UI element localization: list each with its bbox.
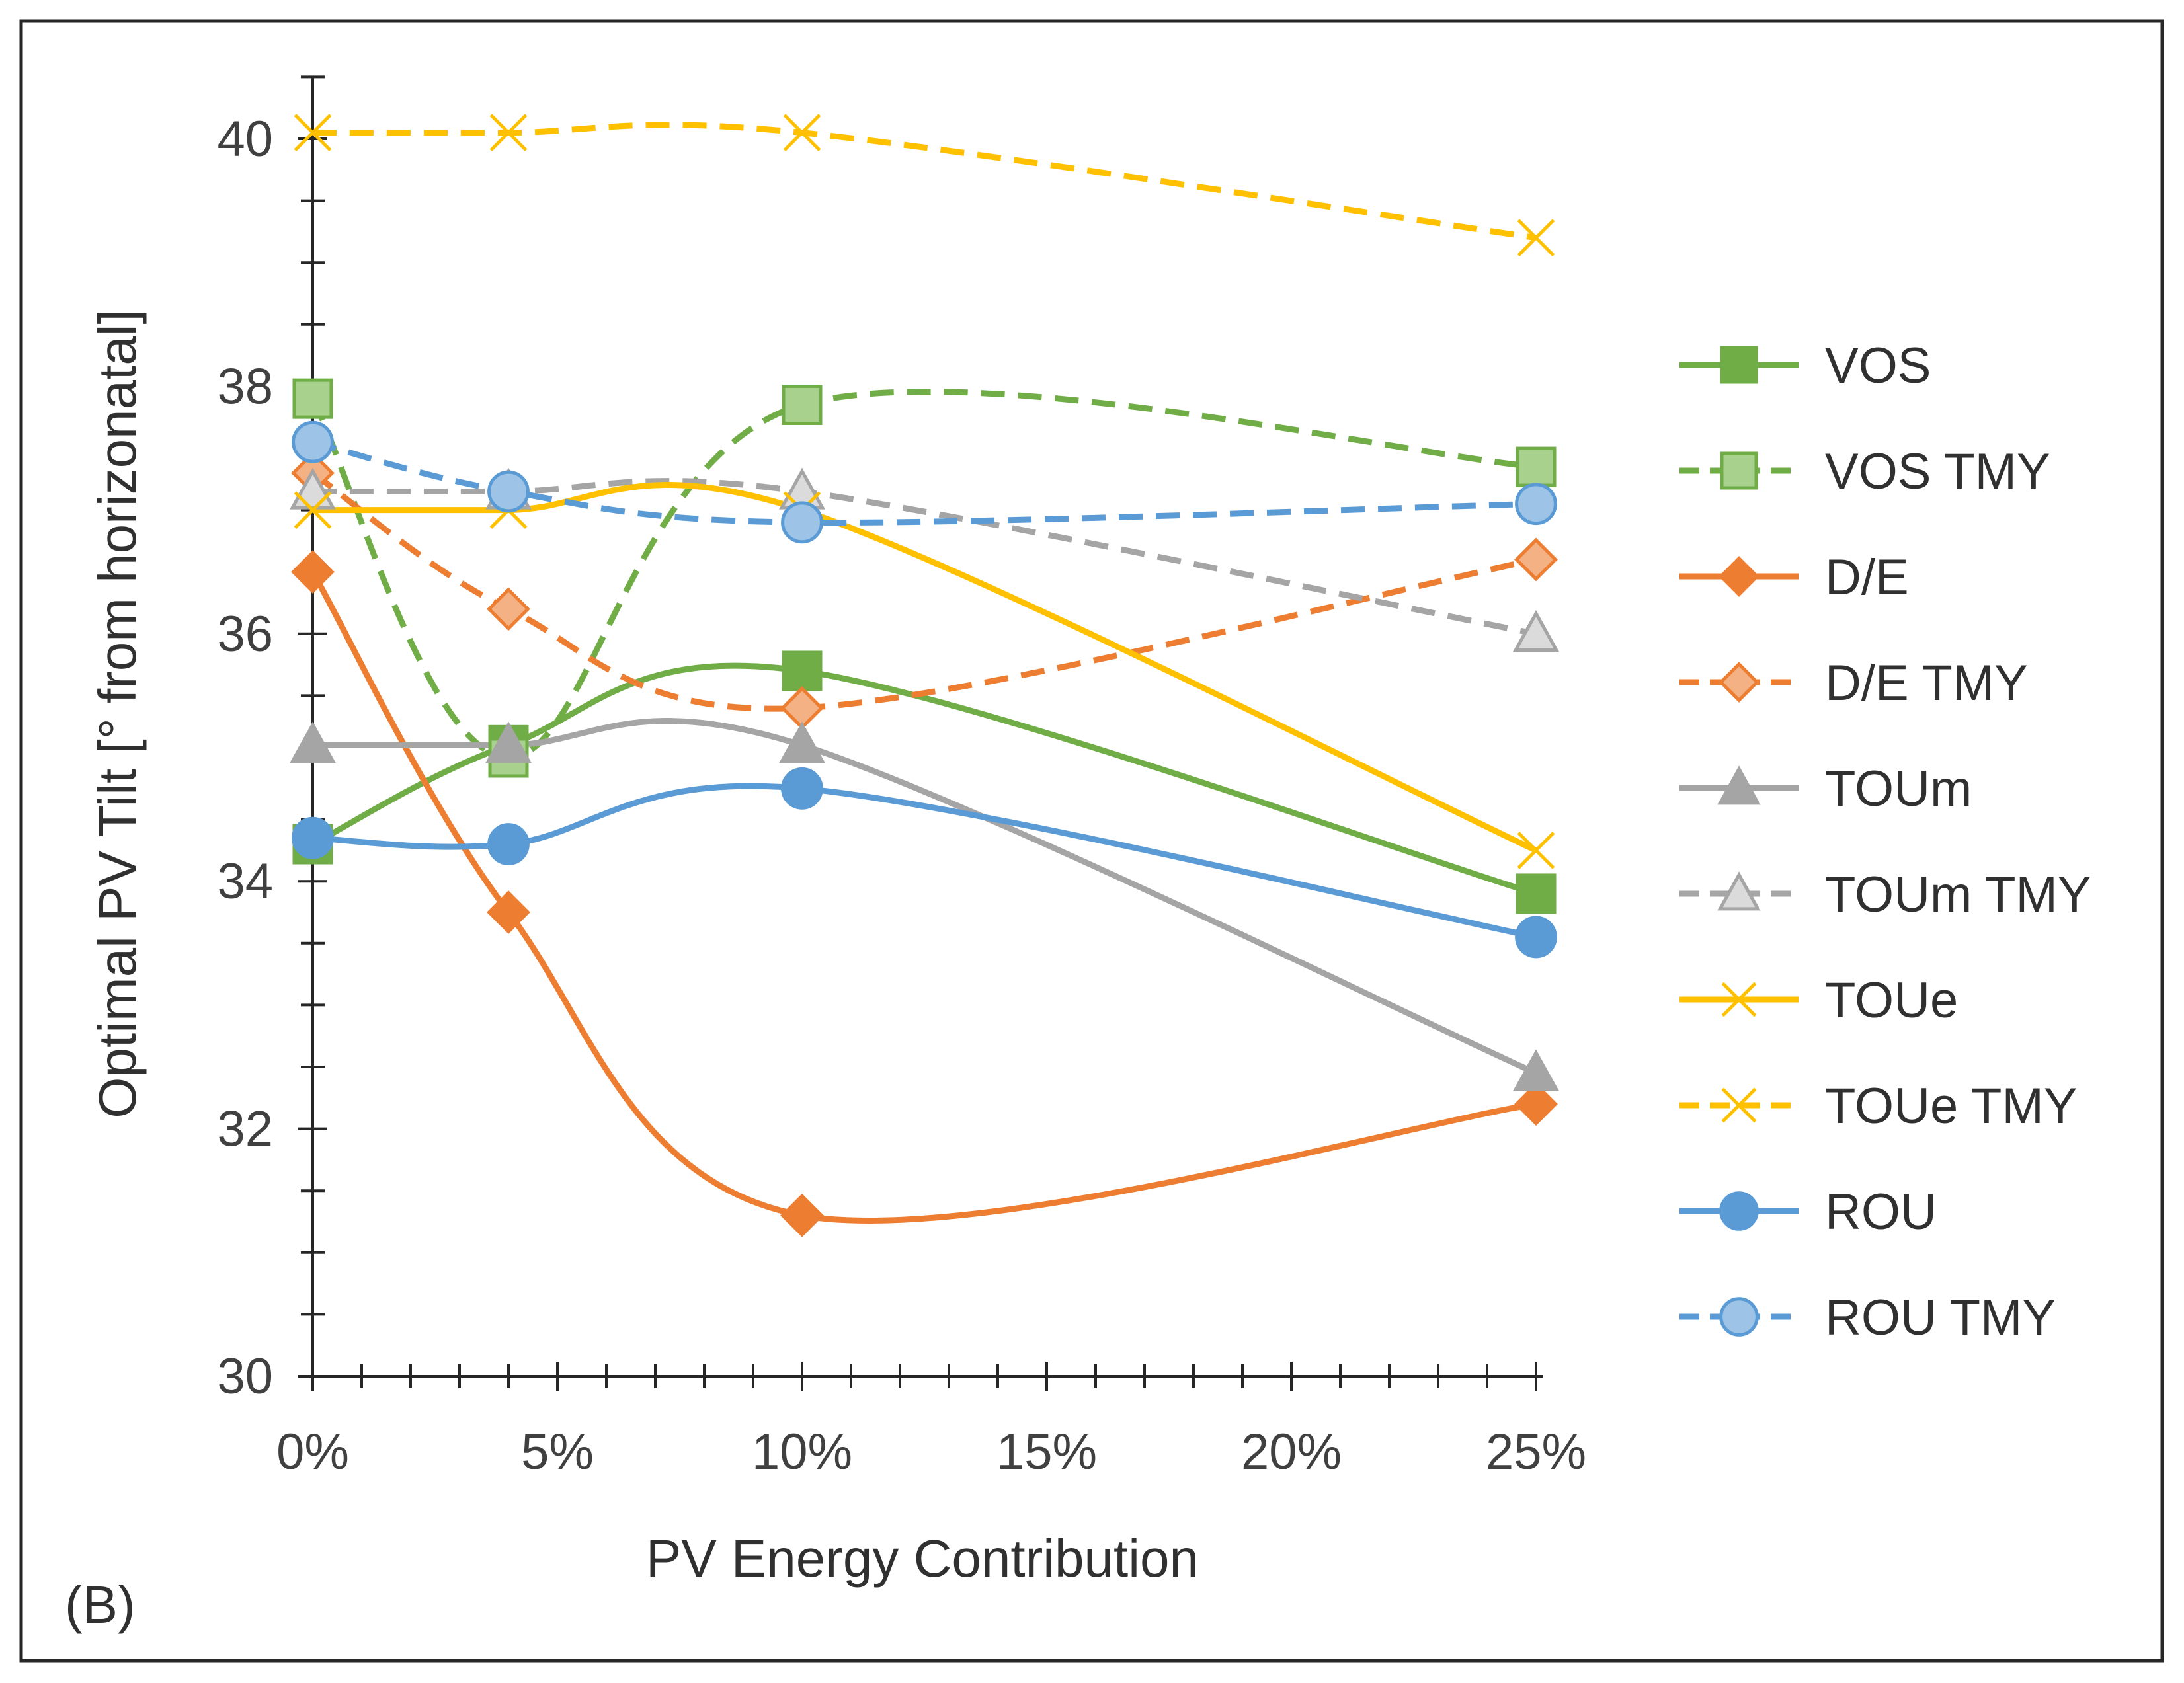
x-tick-label: 25% (1486, 1424, 1586, 1480)
x-axis-title: PV Energy Contribution (646, 1529, 1199, 1588)
y-tick-label: 34 (217, 853, 273, 910)
series-lines (310, 122, 1537, 1224)
x-tick-label: 20% (1241, 1424, 1342, 1480)
legend-marker-toum (1717, 765, 1761, 805)
x-tick-label: 10% (752, 1424, 852, 1480)
legend-label-rou-tmy: ROU TMY (1825, 1290, 2056, 1346)
data-point-toum (485, 721, 532, 763)
data-point-vos (1516, 873, 1557, 914)
data-point-toum (778, 721, 826, 763)
legend-label-vos: VOS (1825, 338, 1931, 394)
legend-label-d-e-tmy: D/E TMY (1825, 655, 2028, 711)
data-point-toum-tmy (1512, 609, 1560, 652)
series-line-d-e (310, 570, 1537, 1224)
legend-marker-d-e (1719, 556, 1759, 597)
data-point-rou (781, 767, 823, 810)
data-point-vos (782, 650, 823, 691)
y-tick-label: 30 (217, 1349, 273, 1405)
y-tick-label: 36 (217, 606, 273, 662)
series-line-d-e-tmy (311, 470, 1537, 712)
legend-marker-toue (1721, 982, 1757, 1017)
x-tick-label: 15% (996, 1424, 1097, 1480)
legend-label-toum: TOUm (1825, 761, 1972, 817)
y-tick-label: 38 (217, 358, 273, 414)
y-tick-label: 40 (217, 111, 273, 167)
series-line-toue-tmy (313, 122, 1537, 241)
data-point-rou-tmy (487, 470, 530, 513)
data-point-rou (487, 823, 530, 865)
legend-marker-d-e-tmy (1719, 662, 1759, 703)
legend: VOS VOS TMY D/E D/E TMY TOUm TOUm TMY TOUe TOUe… (1679, 338, 2091, 1346)
data-point-d-e (487, 890, 530, 934)
series-line-toum-tmy (312, 478, 1537, 637)
legend-marker-vos (1720, 346, 1758, 384)
series-line-toum (312, 718, 1537, 1076)
data-point-toue-tmy (294, 114, 332, 152)
y-axis-title: Optimal PV Tilt [° from horizonatal] (88, 309, 147, 1118)
data-point-rou-tmy (781, 501, 823, 544)
data-point-toue-tmy (489, 114, 528, 152)
data-point-d-e (1514, 1082, 1558, 1126)
data-point-toue-tmy (1517, 219, 1555, 257)
data-point-vos-tmy (1516, 446, 1557, 487)
legend-label-vos-tmy: VOS TMY (1825, 444, 2050, 500)
series-line-vos-tmy (310, 389, 1537, 761)
legend-marker-vos-tmy (1720, 451, 1758, 490)
data-point-vos-tmy (782, 384, 823, 425)
data-point-toum (1512, 1049, 1560, 1091)
data-point-rou (1515, 916, 1557, 959)
legend-marker-rou (1719, 1191, 1759, 1231)
series-line-rou (312, 783, 1537, 940)
series-line-toue (313, 482, 1537, 853)
data-point-rou-tmy (292, 420, 334, 463)
series-line-rou-tmy (311, 439, 1537, 526)
x-tick-label: 5% (521, 1424, 594, 1480)
data-point-rou (292, 816, 334, 859)
legend-label-rou: ROU (1825, 1184, 1937, 1240)
data-point-vos-tmy (292, 378, 333, 419)
data-point-toue (294, 491, 332, 529)
data-point-toue (1517, 832, 1555, 869)
series-line-vos (311, 662, 1537, 897)
data-point-rou-tmy (1515, 483, 1557, 526)
panel-label: (B) (65, 1575, 136, 1634)
data-point-toum (289, 721, 337, 763)
x-tick-label: 0% (276, 1424, 349, 1480)
legend-label-d-e: D/E (1825, 549, 1909, 606)
legend-marker-rou-tmy (1719, 1297, 1759, 1337)
legend-marker-toum-tmy (1717, 871, 1761, 911)
legend-label-toue: TOUe (1825, 972, 1958, 1029)
y-tick-label: 32 (217, 1101, 273, 1157)
legend-marker-toue-tmy (1721, 1087, 1757, 1123)
series-markers (289, 114, 1560, 1237)
legend-label-toum-tmy: TOUm TMY (1825, 867, 2091, 923)
data-point-d-e-tmy (487, 587, 530, 631)
legend-label-toue-tmy: TOUe TMY (1825, 1078, 2077, 1134)
data-point-d-e-tmy (1514, 537, 1558, 582)
data-point-toue-tmy (783, 114, 821, 152)
data-point-d-e (291, 550, 335, 594)
data-point-d-e (780, 1193, 824, 1237)
